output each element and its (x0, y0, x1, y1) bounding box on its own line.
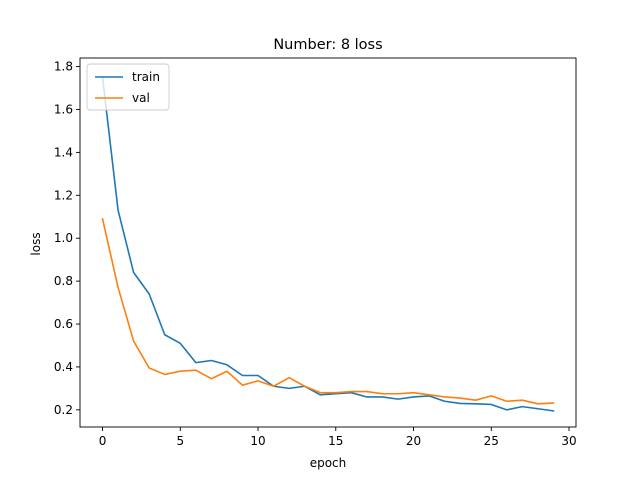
legend-label-train: train (132, 70, 160, 84)
y-tick-label: 0.6 (54, 317, 73, 331)
x-tick-label: 5 (176, 434, 184, 448)
y-tick-label: 1.0 (54, 231, 73, 245)
y-tick-label: 1.2 (54, 188, 73, 202)
y-tick-label: 0.4 (54, 360, 73, 374)
x-tick-label: 30 (561, 434, 576, 448)
x-tick-label: 15 (328, 434, 343, 448)
y-axis-label: loss (29, 232, 43, 255)
y-tick-label: 1.8 (54, 60, 73, 74)
series-line-train (101, 76, 555, 412)
x-tick-label: 25 (484, 434, 499, 448)
y-tick-label: 0.2 (54, 403, 73, 417)
plot-area: 0 5 10 15 20 25 30 0.2 0.4 0.6 0.8 1.0 1.2 1.4 1.6 1.8 t… (54, 57, 577, 448)
axes-frame (79, 57, 577, 428)
y-tick-label: 0.8 (54, 274, 73, 288)
legend-label-val: val (132, 91, 150, 105)
x-tick-label: 10 (250, 434, 265, 448)
series-line-val (101, 217, 555, 405)
y-tick-label: 1.6 (54, 102, 73, 116)
x-tick-label: 0 (99, 434, 107, 448)
y-tick-label: 1.4 (54, 145, 73, 159)
chart-title: Number: 8 loss (273, 37, 382, 53)
x-axis-label: epoch (310, 456, 347, 470)
x-tick-label: 20 (406, 434, 421, 448)
